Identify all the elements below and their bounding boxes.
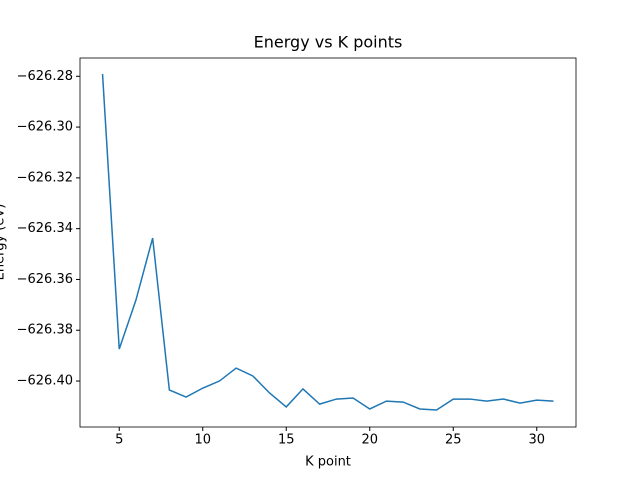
x-tick-label: 5 (115, 433, 123, 448)
y-tick-label: −626.34 (17, 221, 73, 236)
y-tick-label: −626.38 (17, 323, 73, 338)
x-tick-label: 10 (194, 433, 211, 448)
line (101, 73, 554, 411)
y-tick-label: −626.30 (17, 120, 73, 135)
y-axis-label: Energy (eV) (0, 204, 8, 281)
x-tick-label: 20 (361, 433, 378, 448)
y-tick-label: −626.28 (17, 69, 73, 84)
y-tick-label: −626.36 (17, 272, 73, 287)
x-tick-label: 30 (528, 433, 545, 448)
chart-title: Energy vs K points (254, 33, 403, 52)
x-tick-label: 15 (278, 433, 295, 448)
x-tick-label: 25 (445, 433, 462, 448)
y-tick-label: −626.40 (17, 374, 73, 389)
y-tick-label: −626.32 (17, 170, 73, 185)
plot-frame (79, 57, 577, 428)
x-axis-label: K point (305, 455, 351, 470)
